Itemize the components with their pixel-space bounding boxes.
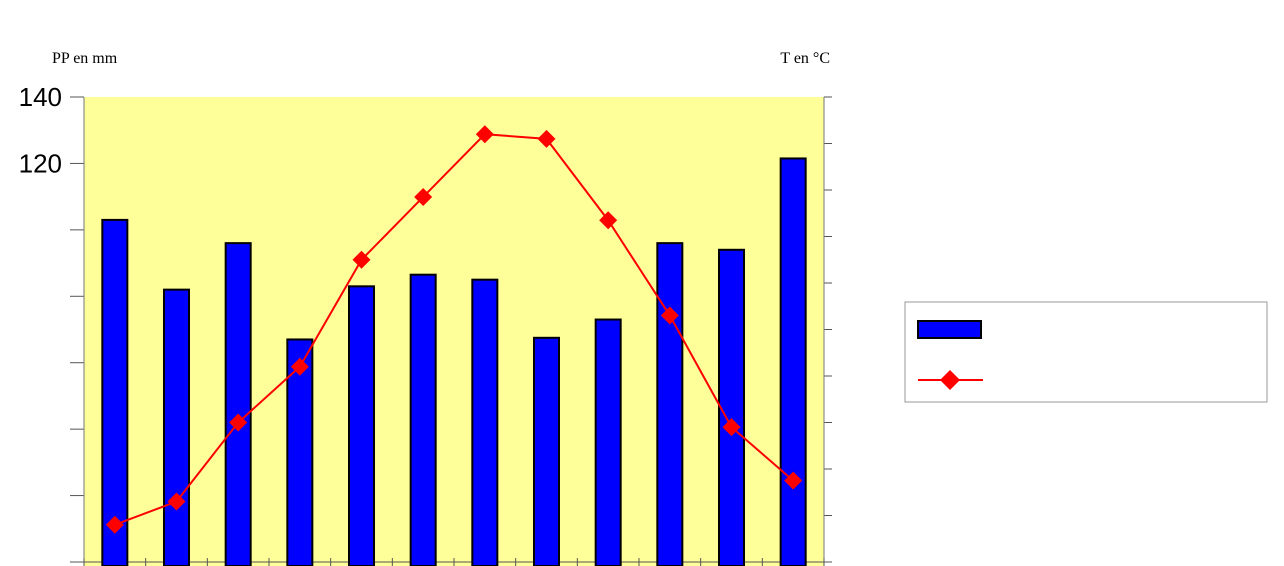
temperature-line-path (114, 133, 794, 526)
temperature-point-5 (414, 187, 433, 206)
left-tick-label-1: 120 (19, 148, 62, 178)
legend (904, 301, 1268, 403)
right-axis-ticks (823, 96, 832, 566)
bar-3 (286, 338, 314, 566)
bar-7 (533, 336, 560, 566)
temperature-point-7 (537, 129, 556, 148)
bar-11 (779, 157, 807, 566)
plot-area (84, 97, 824, 566)
left-axis-ticks (70, 96, 85, 566)
bar-6 (471, 278, 499, 566)
temperature-point-9 (660, 306, 679, 325)
temperature-point-11 (784, 471, 803, 490)
precipitation-bars (101, 157, 807, 566)
temperature-point-8 (599, 211, 618, 230)
left-axis-tick-labels: 140 120 (19, 82, 62, 178)
temperature-point-4 (352, 250, 371, 269)
temperature-point-2 (229, 413, 248, 432)
legend-swatch-marker (940, 370, 960, 390)
bar-5 (409, 273, 437, 566)
temperature-point-3 (290, 357, 309, 376)
legend-swatch-bar (917, 320, 982, 339)
bar-4 (348, 285, 375, 566)
temperature-point-0 (105, 515, 124, 534)
left-axis-label: PP en mm (52, 50, 118, 67)
right-axis-label: T en °C (780, 50, 830, 67)
left-tick-label-0: 140 (19, 82, 62, 112)
temperature-point-10 (722, 418, 741, 437)
bar-2 (224, 242, 252, 566)
bar-0 (101, 218, 129, 566)
x-axis-ticks (70, 558, 825, 566)
temperature-point-1 (167, 492, 186, 511)
bar-8 (594, 318, 622, 566)
legend-box (904, 301, 1268, 403)
bar-1 (163, 288, 190, 566)
bar-10 (718, 248, 745, 566)
bar-9 (656, 242, 684, 566)
temperature-point-6 (475, 125, 494, 144)
temperature-line (105, 125, 803, 534)
